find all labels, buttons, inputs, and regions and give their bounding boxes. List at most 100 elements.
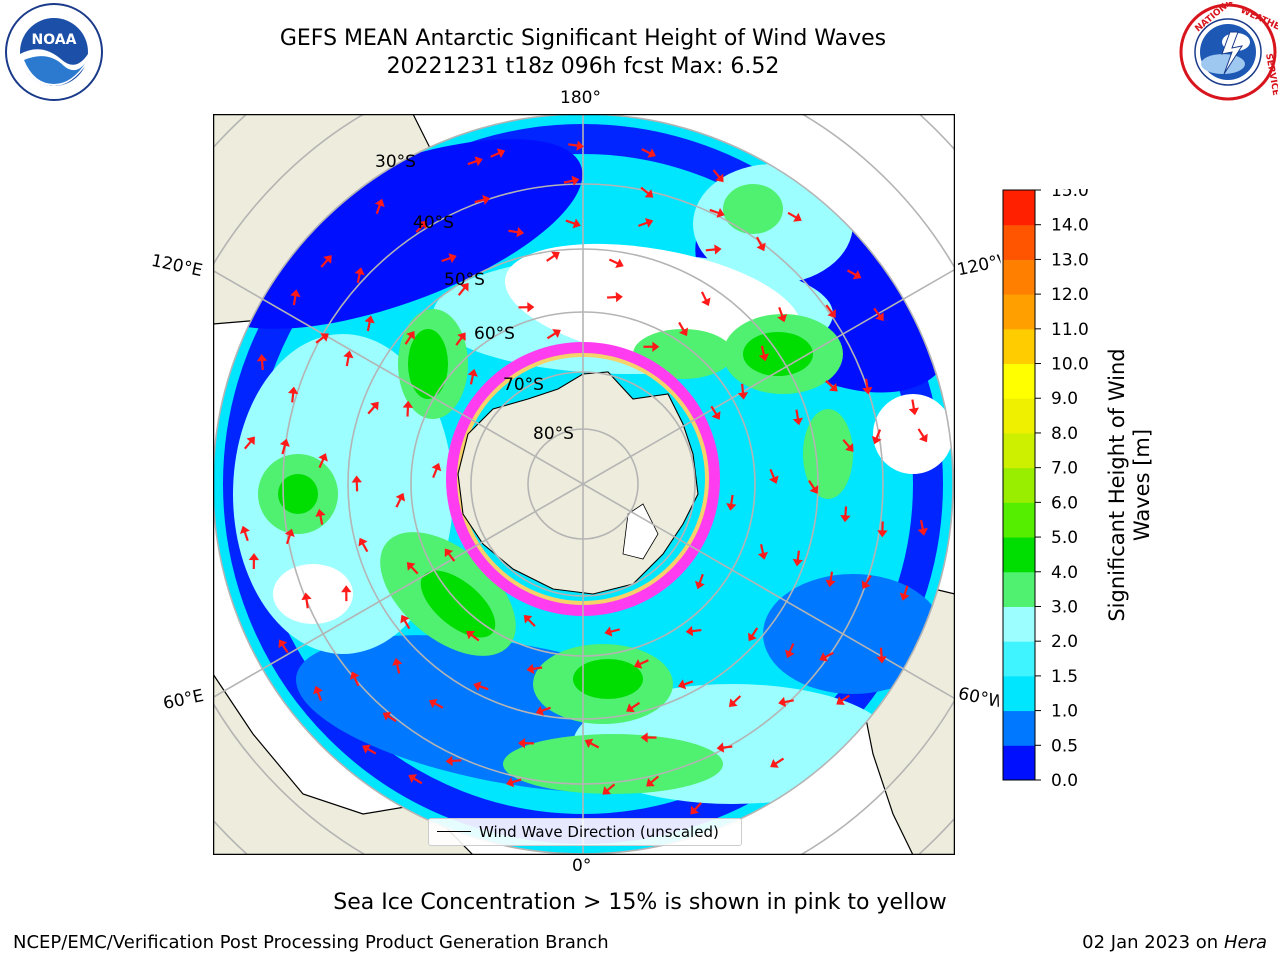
wave-arrow-head bbox=[615, 258, 624, 269]
wave-arrow-head bbox=[737, 392, 749, 400]
wave-arrow bbox=[316, 690, 323, 702]
wave-arrow-head bbox=[402, 400, 414, 408]
wave-arrow-head bbox=[714, 244, 722, 255]
wave-arrow-head bbox=[527, 302, 535, 313]
wave-arrow bbox=[243, 440, 253, 450]
wave-arrow-head bbox=[323, 255, 332, 264]
wave-arrow-head bbox=[852, 270, 862, 280]
wave-arrow bbox=[281, 643, 289, 654]
wave-arrow-head bbox=[756, 242, 766, 252]
wave-arrow-head bbox=[777, 314, 788, 323]
wave-arrow-head bbox=[287, 386, 299, 395]
wave-arrow bbox=[455, 336, 464, 346]
wave-arrow bbox=[366, 747, 377, 755]
wave-arrow-head bbox=[523, 614, 533, 624]
wave-arrow-head bbox=[354, 267, 365, 276]
wave-arrow bbox=[795, 409, 800, 420]
wave-arrow bbox=[774, 757, 785, 765]
wave-arrow-head bbox=[875, 312, 884, 322]
wave-arrow bbox=[808, 480, 816, 490]
wave-arrow-head bbox=[248, 553, 260, 561]
wave-arrow bbox=[474, 198, 485, 204]
lon-label-60w: 60°W bbox=[956, 683, 1002, 713]
wave-arrow-head bbox=[428, 698, 438, 709]
wave-arrow bbox=[917, 428, 925, 438]
wave-arrow-head bbox=[290, 289, 301, 298]
wave-arrow bbox=[712, 169, 721, 179]
wave-arrow bbox=[432, 467, 438, 479]
wave-arrow bbox=[637, 221, 649, 227]
colorbar-segment bbox=[1003, 467, 1035, 503]
wave-arrow bbox=[608, 258, 619, 265]
wave-arrow bbox=[769, 468, 776, 479]
legend-line-icon bbox=[437, 831, 471, 832]
wave-arrow-head bbox=[473, 681, 482, 692]
wave-arrow-head bbox=[840, 514, 851, 523]
wave-arrow-head bbox=[315, 509, 326, 517]
wave-arrow-head bbox=[809, 485, 819, 494]
wave-arrow-head bbox=[584, 738, 594, 748]
wave-arrow bbox=[441, 256, 452, 263]
wave-arrow-head bbox=[748, 632, 757, 642]
wave-arrow-head bbox=[825, 579, 836, 588]
wave-arrow bbox=[532, 666, 543, 671]
colorbar-segment bbox=[1003, 328, 1035, 365]
wave-arrow bbox=[755, 236, 763, 247]
wave-arrow-head bbox=[506, 777, 515, 788]
wave-arrow-head bbox=[343, 350, 354, 359]
wave-arrow-head bbox=[694, 580, 705, 590]
wave-arrow-head bbox=[836, 696, 845, 705]
wave-arrow-head bbox=[240, 525, 250, 534]
colorbar-tick-label: 10.0 bbox=[1051, 355, 1089, 375]
wave-arrow-head bbox=[644, 189, 654, 198]
colorbar-tick-label: 7.0 bbox=[1051, 459, 1078, 479]
colorbar: 0.0 0.5 1.0 1.5 2.0 3.0 4.0 5.0 6.0 7.0 8.0 9.0 10.0… bbox=[1002, 189, 1089, 789]
wave-arrow bbox=[527, 618, 536, 627]
wave-arrow bbox=[693, 802, 702, 811]
wave-arrow-head bbox=[526, 663, 535, 675]
colorbar-tick-label: 3.0 bbox=[1051, 597, 1078, 617]
wave-arrow bbox=[606, 783, 616, 792]
wave-arrow-head bbox=[406, 562, 416, 571]
wave-arrow-head bbox=[552, 329, 561, 338]
wave-arrow bbox=[546, 254, 556, 262]
wave-arrow-head bbox=[685, 625, 694, 637]
wave-arrow bbox=[291, 392, 295, 403]
wave-arrow bbox=[750, 627, 759, 637]
colorbar-segment bbox=[1003, 363, 1035, 399]
wave-arrow-head bbox=[716, 207, 725, 218]
wave-arrow bbox=[292, 294, 297, 306]
colorbar-tick-label: 12.0 bbox=[1051, 285, 1089, 305]
wave-arrow-head bbox=[917, 527, 928, 536]
wave-arrow-head bbox=[652, 341, 660, 352]
wave-arrow bbox=[353, 676, 360, 687]
colorbar-segment bbox=[1003, 571, 1035, 607]
wave-arrow-head bbox=[313, 685, 323, 695]
lat-label-60s: 60°S bbox=[474, 324, 515, 344]
colorbar-segment bbox=[1003, 398, 1035, 434]
wave-arrow bbox=[366, 321, 371, 332]
colorbar-frame bbox=[1002, 189, 1036, 781]
wave-arrow-head bbox=[770, 758, 779, 768]
wave-arrow-head bbox=[615, 291, 623, 303]
wave-arrow-head bbox=[715, 173, 724, 183]
wave-arrow bbox=[467, 159, 478, 166]
wave-arrow-head bbox=[769, 475, 779, 484]
colorbar-segment bbox=[1003, 606, 1035, 642]
wave-arrow-head bbox=[392, 657, 403, 666]
wave-arrow bbox=[864, 574, 872, 585]
lon-label-120e: 120°E bbox=[149, 250, 205, 282]
wave-arrow bbox=[568, 143, 579, 147]
wave-arrow-head bbox=[861, 580, 871, 590]
wave-arrow-head bbox=[758, 353, 769, 362]
colorbar-segment bbox=[1003, 745, 1035, 781]
wave-arrow-head bbox=[757, 551, 769, 560]
wave-arrow bbox=[722, 745, 733, 749]
wave-arrow-head bbox=[341, 585, 352, 593]
wave-arrow-head bbox=[358, 537, 368, 547]
wave-arrow bbox=[546, 332, 557, 340]
wave-arrow bbox=[470, 633, 480, 642]
wave-arrow bbox=[447, 552, 456, 562]
chart-subtitle: 20221231 t18z 096h fcst Max: 6.52 bbox=[386, 54, 780, 79]
wave-arrow-head bbox=[918, 433, 928, 443]
